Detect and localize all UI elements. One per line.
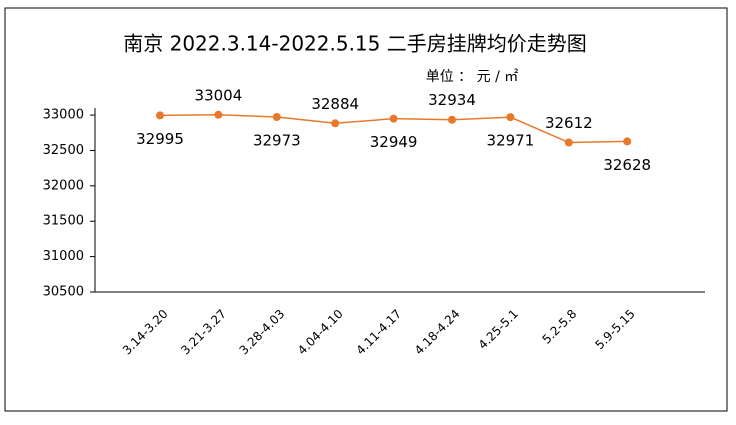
data-label: 32995	[136, 130, 184, 148]
y-tick-label: 30500	[43, 285, 84, 300]
data-label: 32973	[253, 131, 301, 149]
data-point	[564, 138, 573, 147]
chart-frame	[4, 7, 728, 412]
data-label: 32971	[487, 132, 535, 150]
data-label: 32884	[311, 95, 359, 113]
data-point	[623, 137, 632, 146]
data-label: 32934	[428, 91, 476, 109]
data-point	[156, 111, 164, 120]
data-point	[331, 119, 340, 128]
y-tick-label: 32000	[43, 178, 84, 193]
chart-subtitle: 单位 ： 元 / ㎡	[426, 69, 519, 85]
data-point	[272, 112, 281, 121]
y-tick-label: 31000	[43, 249, 84, 264]
data-label: 33004	[195, 86, 243, 104]
data-point	[214, 110, 223, 119]
data-point	[506, 113, 515, 122]
y-tick-label: 31500	[43, 214, 84, 229]
data-point	[389, 114, 398, 123]
chart-title: 南京 2022.3.14-2022.5.15 二手房挂牌均价走势图	[123, 32, 587, 56]
data-label: 32949	[370, 133, 418, 151]
data-label: 32612	[545, 114, 593, 132]
data-label: 32628	[603, 156, 651, 174]
data-point	[448, 115, 456, 124]
y-tick-label: 33000	[43, 108, 84, 123]
y-tick-label: 32500	[43, 143, 84, 158]
